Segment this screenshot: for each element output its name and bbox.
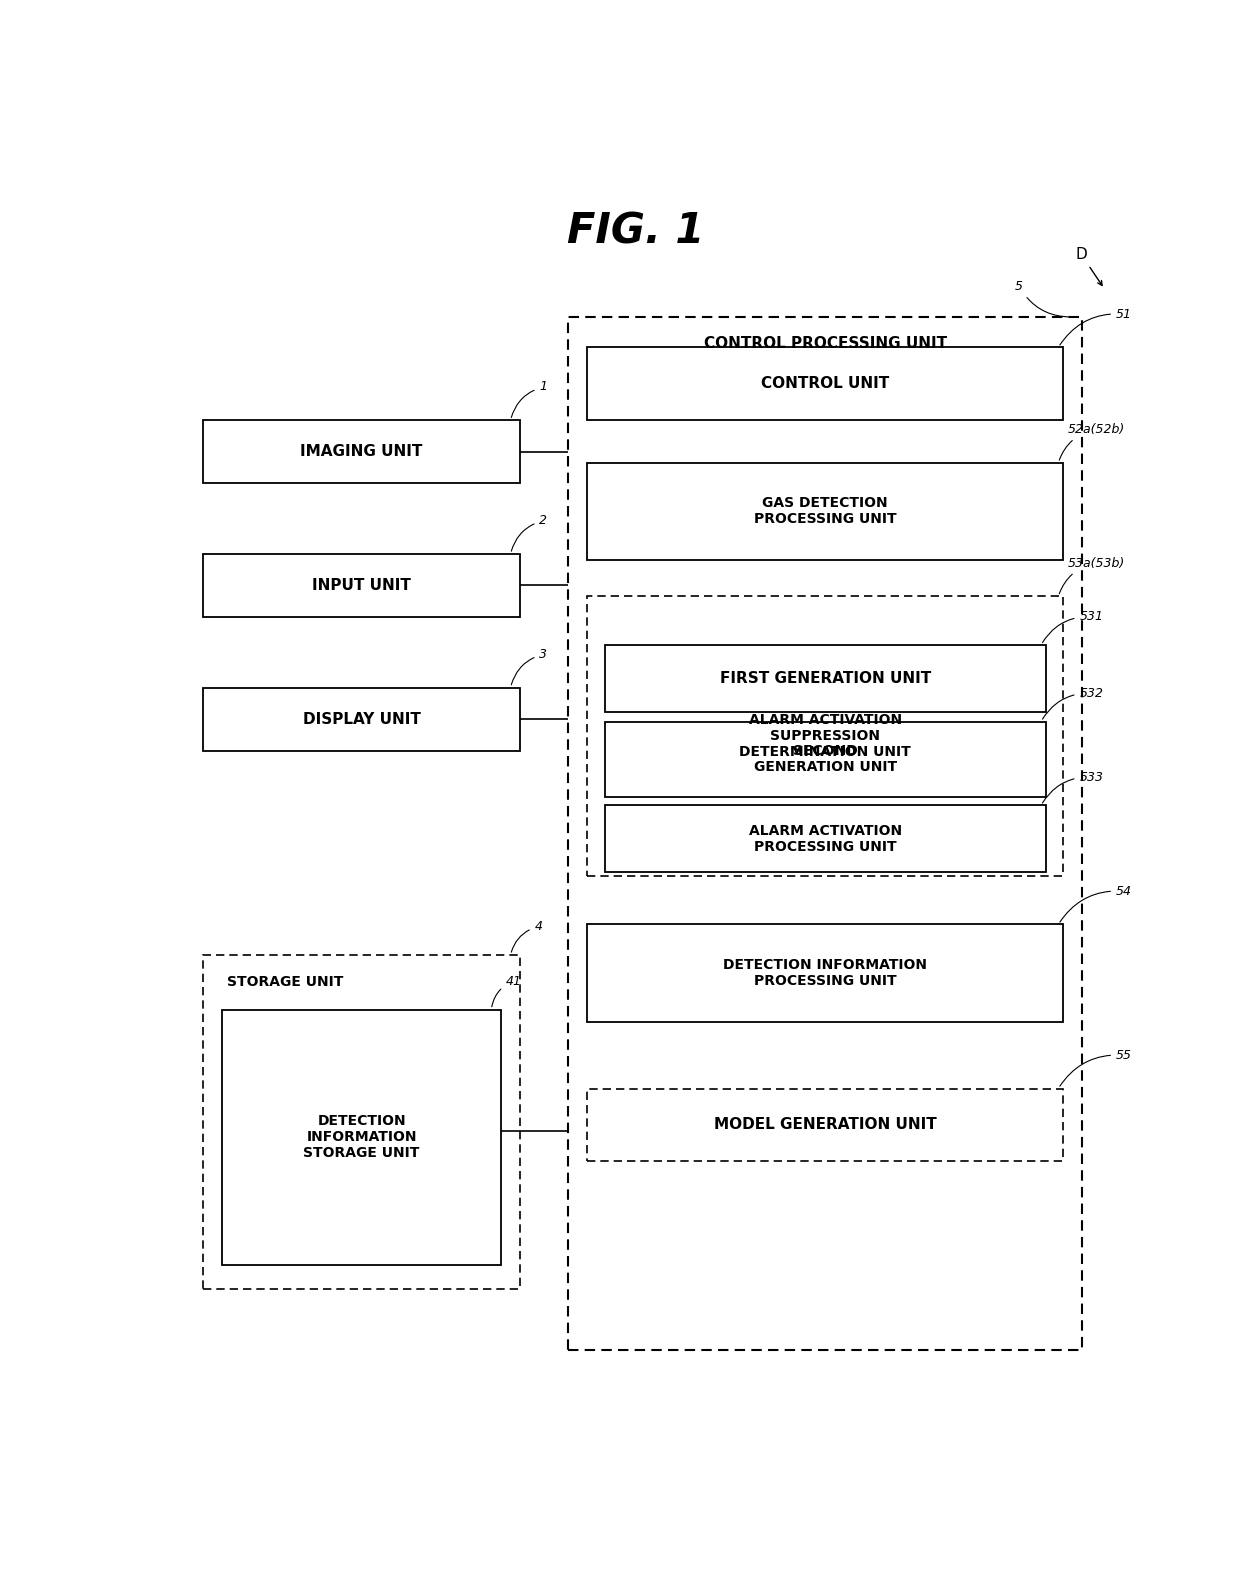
Bar bbox=[203, 955, 521, 1289]
Text: ALARM ACTIVATION
SUPPRESSION
DETERMINATION UNIT: ALARM ACTIVATION SUPPRESSION DETERMINATI… bbox=[739, 713, 911, 759]
Text: CONTROL PROCESSING UNIT: CONTROL PROCESSING UNIT bbox=[704, 336, 947, 352]
Text: 51: 51 bbox=[1060, 308, 1132, 346]
Text: 53a(53b): 53a(53b) bbox=[1059, 557, 1125, 593]
Text: D: D bbox=[1075, 248, 1102, 286]
Text: 41: 41 bbox=[492, 975, 522, 1007]
Bar bbox=[605, 805, 1045, 873]
Bar bbox=[588, 347, 1063, 420]
Text: DETECTION INFORMATION
PROCESSING UNIT: DETECTION INFORMATION PROCESSING UNIT bbox=[723, 958, 928, 988]
Text: FIG. 1: FIG. 1 bbox=[567, 211, 704, 252]
Text: 532: 532 bbox=[1043, 686, 1104, 720]
Text: 52a(52b): 52a(52b) bbox=[1059, 423, 1125, 461]
Bar bbox=[203, 420, 521, 483]
Text: 55: 55 bbox=[1060, 1049, 1132, 1086]
Text: CONTROL UNIT: CONTROL UNIT bbox=[761, 376, 889, 391]
Bar bbox=[605, 721, 1045, 797]
Text: 2: 2 bbox=[511, 514, 547, 551]
Text: 533: 533 bbox=[1043, 770, 1104, 803]
Text: 54: 54 bbox=[1060, 885, 1132, 922]
Bar bbox=[203, 554, 521, 617]
Bar bbox=[222, 1010, 501, 1264]
Bar bbox=[588, 462, 1063, 560]
Text: 5: 5 bbox=[1016, 279, 1070, 317]
Text: 531: 531 bbox=[1043, 611, 1104, 642]
Text: DETECTION
INFORMATION
STORAGE UNIT: DETECTION INFORMATION STORAGE UNIT bbox=[304, 1114, 420, 1160]
Text: MODEL GENERATION UNIT: MODEL GENERATION UNIT bbox=[714, 1117, 936, 1133]
Bar bbox=[203, 688, 521, 751]
Text: 4: 4 bbox=[511, 920, 543, 952]
Bar bbox=[588, 925, 1063, 1021]
Bar bbox=[588, 596, 1063, 876]
Text: INPUT UNIT: INPUT UNIT bbox=[312, 578, 410, 593]
Text: 1: 1 bbox=[511, 380, 547, 418]
Text: STORAGE UNIT: STORAGE UNIT bbox=[227, 975, 343, 988]
Text: DISPLAY UNIT: DISPLAY UNIT bbox=[303, 712, 420, 726]
Bar bbox=[588, 1089, 1063, 1161]
Text: ALARM ACTIVATION
PROCESSING UNIT: ALARM ACTIVATION PROCESSING UNIT bbox=[749, 824, 901, 854]
Text: FIRST GENERATION UNIT: FIRST GENERATION UNIT bbox=[719, 671, 931, 686]
Bar bbox=[568, 317, 1083, 1349]
Text: SECOND
GENERATION UNIT: SECOND GENERATION UNIT bbox=[754, 745, 897, 775]
Text: IMAGING UNIT: IMAGING UNIT bbox=[300, 445, 423, 459]
Text: GAS DETECTION
PROCESSING UNIT: GAS DETECTION PROCESSING UNIT bbox=[754, 495, 897, 527]
Bar bbox=[605, 645, 1045, 712]
Text: 3: 3 bbox=[511, 649, 547, 685]
